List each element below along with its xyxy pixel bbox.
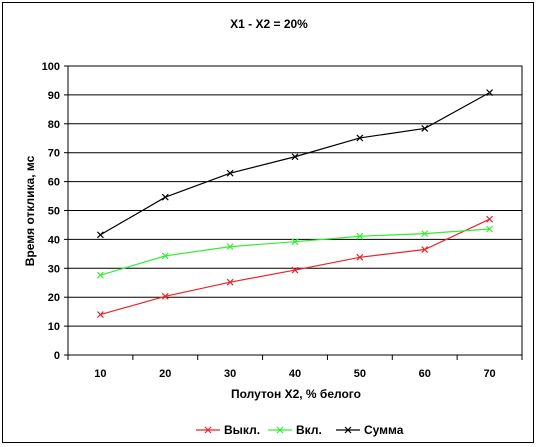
data-point-marker — [97, 271, 104, 279]
data-point-marker — [226, 278, 234, 286]
x-tick-label: 30 — [224, 368, 236, 380]
data-point-marker — [421, 230, 429, 238]
gridlines — [68, 65, 522, 327]
data-point-marker — [97, 311, 104, 318]
y-tick-label: 20 — [48, 292, 60, 304]
legend-marker — [344, 426, 352, 434]
legend-item: Вкл. — [268, 423, 322, 437]
data-point-marker — [291, 238, 299, 246]
y-tick-label: 30 — [48, 263, 60, 275]
legend-label: Вкл. — [296, 423, 322, 437]
data-point-marker — [161, 252, 169, 260]
y-tick-label: 0 — [54, 350, 60, 362]
data-point-marker — [486, 225, 493, 233]
legend-item: Выкл. — [196, 423, 260, 437]
data-point-marker — [356, 134, 364, 142]
x-tick-label: 40 — [289, 368, 301, 380]
y-tick-label: 80 — [48, 119, 60, 131]
y-tick-label: 10 — [48, 321, 60, 333]
series-lines — [97, 89, 493, 318]
chart-frame — [2, 2, 534, 443]
data-point-marker — [356, 253, 364, 261]
data-point-marker — [421, 246, 429, 253]
x-axis-label: Полутон X2, % белого — [231, 387, 361, 401]
chart-title: X1 - X2 = 20% — [230, 17, 308, 31]
y-tick-label: 50 — [48, 206, 60, 218]
data-point-marker — [161, 292, 169, 300]
legend: Выкл. Вкл. Сумма — [196, 423, 404, 437]
y-axis-label: Время отклика, мс — [23, 155, 37, 266]
x-tick-label: 20 — [159, 368, 171, 380]
y-tick-label: 40 — [48, 234, 60, 246]
y-tick-label: 70 — [48, 148, 60, 160]
series-line-3 — [100, 92, 490, 236]
y-axis-tick-labels: 0 10 20 30 40 50 60 70 80 90 100 — [42, 61, 68, 362]
legend-marker — [276, 426, 284, 434]
x-tick-label: 70 — [483, 368, 495, 380]
legend-label: Сумма — [364, 423, 404, 437]
data-point-marker — [356, 232, 364, 240]
y-tick-label: 90 — [48, 90, 60, 102]
data-point-marker — [486, 215, 493, 223]
legend-item: Сумма — [336, 423, 404, 437]
legend-marker — [204, 426, 212, 434]
x-axis-tick-labels: 10 20 30 40 50 60 70 — [67, 355, 523, 380]
x-tick-label: 10 — [94, 368, 106, 380]
data-point-marker — [161, 193, 169, 201]
x-tick-label: 60 — [419, 368, 431, 380]
data-point-marker — [226, 243, 234, 251]
x-tick-label: 50 — [354, 368, 366, 380]
y-tick-label: 60 — [48, 177, 60, 189]
data-point-marker — [291, 153, 299, 161]
y-tick-label: 100 — [42, 61, 60, 73]
data-point-marker — [97, 231, 104, 239]
legend-label: Выкл. — [224, 423, 260, 437]
data-point-marker — [421, 124, 429, 132]
data-point-marker — [291, 266, 299, 274]
data-point-marker — [486, 89, 493, 97]
data-point-marker — [226, 169, 234, 177]
